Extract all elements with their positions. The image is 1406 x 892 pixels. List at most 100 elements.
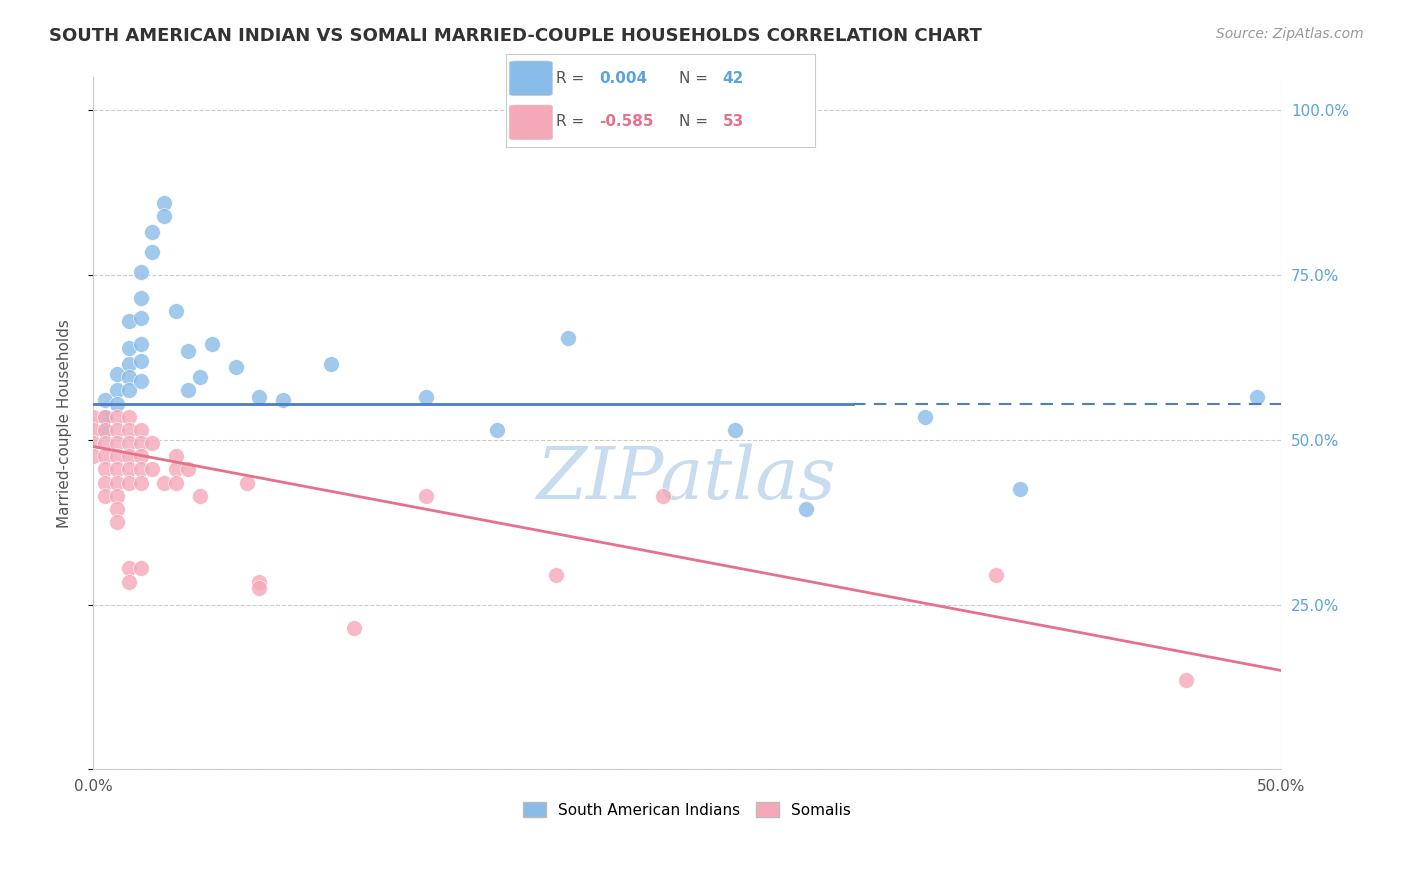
Point	[415, 390, 437, 404]
Text: 0.004: 0.004	[599, 71, 647, 87]
Point	[1008, 483, 1031, 497]
Point	[105, 515, 128, 529]
Text: R =: R =	[555, 114, 589, 129]
Point	[94, 489, 117, 503]
Point	[165, 450, 187, 464]
Point	[94, 393, 117, 408]
Point	[118, 462, 141, 476]
Point	[177, 462, 200, 476]
Point	[1246, 390, 1268, 404]
Point	[343, 621, 366, 635]
Point	[225, 360, 247, 375]
Point	[129, 450, 152, 464]
Point	[118, 357, 141, 371]
Point	[271, 393, 294, 408]
Point	[129, 374, 152, 388]
Text: 42: 42	[723, 71, 744, 87]
Point	[105, 462, 128, 476]
Point	[129, 475, 152, 490]
Point	[82, 409, 104, 424]
Point	[415, 489, 437, 503]
Point	[105, 450, 128, 464]
Point	[118, 370, 141, 384]
Point	[129, 265, 152, 279]
Point	[141, 225, 163, 239]
Point	[546, 568, 568, 582]
Point	[201, 337, 224, 351]
Point	[129, 353, 152, 368]
Legend: South American Indians, Somalis: South American Indians, Somalis	[517, 796, 856, 824]
Point	[105, 489, 128, 503]
Point	[557, 331, 579, 345]
Point	[129, 310, 152, 325]
Point	[247, 390, 270, 404]
Point	[82, 423, 104, 437]
Point	[247, 581, 270, 595]
Point	[118, 409, 141, 424]
Point	[118, 561, 141, 575]
Point	[105, 409, 128, 424]
Point	[118, 450, 141, 464]
Point	[94, 436, 117, 450]
Point	[118, 574, 141, 589]
Point	[105, 367, 128, 381]
Point	[105, 423, 128, 437]
Point	[118, 341, 141, 355]
Point	[177, 384, 200, 398]
Point	[984, 568, 1007, 582]
Point	[129, 462, 152, 476]
Point	[1175, 673, 1198, 688]
Point	[236, 475, 259, 490]
FancyBboxPatch shape	[509, 61, 553, 95]
Point	[105, 475, 128, 490]
Point	[652, 489, 675, 503]
Text: Source: ZipAtlas.com: Source: ZipAtlas.com	[1216, 27, 1364, 41]
Point	[105, 396, 128, 410]
Point	[129, 436, 152, 450]
Point	[188, 370, 211, 384]
Point	[82, 450, 104, 464]
Point	[105, 384, 128, 398]
Point	[94, 475, 117, 490]
Point	[105, 502, 128, 516]
Text: 53: 53	[723, 114, 744, 129]
FancyBboxPatch shape	[509, 105, 553, 140]
Text: ZIPatlas: ZIPatlas	[537, 443, 837, 514]
Point	[118, 314, 141, 328]
Point	[94, 450, 117, 464]
Point	[165, 475, 187, 490]
Point	[94, 423, 117, 437]
Point	[188, 489, 211, 503]
Point	[129, 291, 152, 305]
Point	[94, 409, 117, 424]
Point	[129, 561, 152, 575]
Point	[105, 436, 128, 450]
Point	[94, 423, 117, 437]
Point	[153, 195, 176, 210]
Point	[319, 357, 342, 371]
Point	[129, 423, 152, 437]
Point	[485, 423, 508, 437]
Point	[82, 436, 104, 450]
Point	[794, 502, 817, 516]
Point	[118, 475, 141, 490]
Point	[141, 462, 163, 476]
Point	[247, 574, 270, 589]
Point	[94, 462, 117, 476]
Text: SOUTH AMERICAN INDIAN VS SOMALI MARRIED-COUPLE HOUSEHOLDS CORRELATION CHART: SOUTH AMERICAN INDIAN VS SOMALI MARRIED-…	[49, 27, 981, 45]
Text: N =: N =	[679, 114, 713, 129]
Point	[129, 337, 152, 351]
Text: R =: R =	[555, 71, 589, 87]
Point	[165, 304, 187, 318]
Point	[723, 423, 745, 437]
Point	[141, 436, 163, 450]
Text: N =: N =	[679, 71, 713, 87]
Point	[177, 343, 200, 358]
Y-axis label: Married-couple Households: Married-couple Households	[58, 319, 72, 528]
Point	[165, 462, 187, 476]
Point	[118, 436, 141, 450]
Point	[141, 245, 163, 260]
Point	[118, 423, 141, 437]
Point	[118, 384, 141, 398]
Point	[914, 409, 936, 424]
